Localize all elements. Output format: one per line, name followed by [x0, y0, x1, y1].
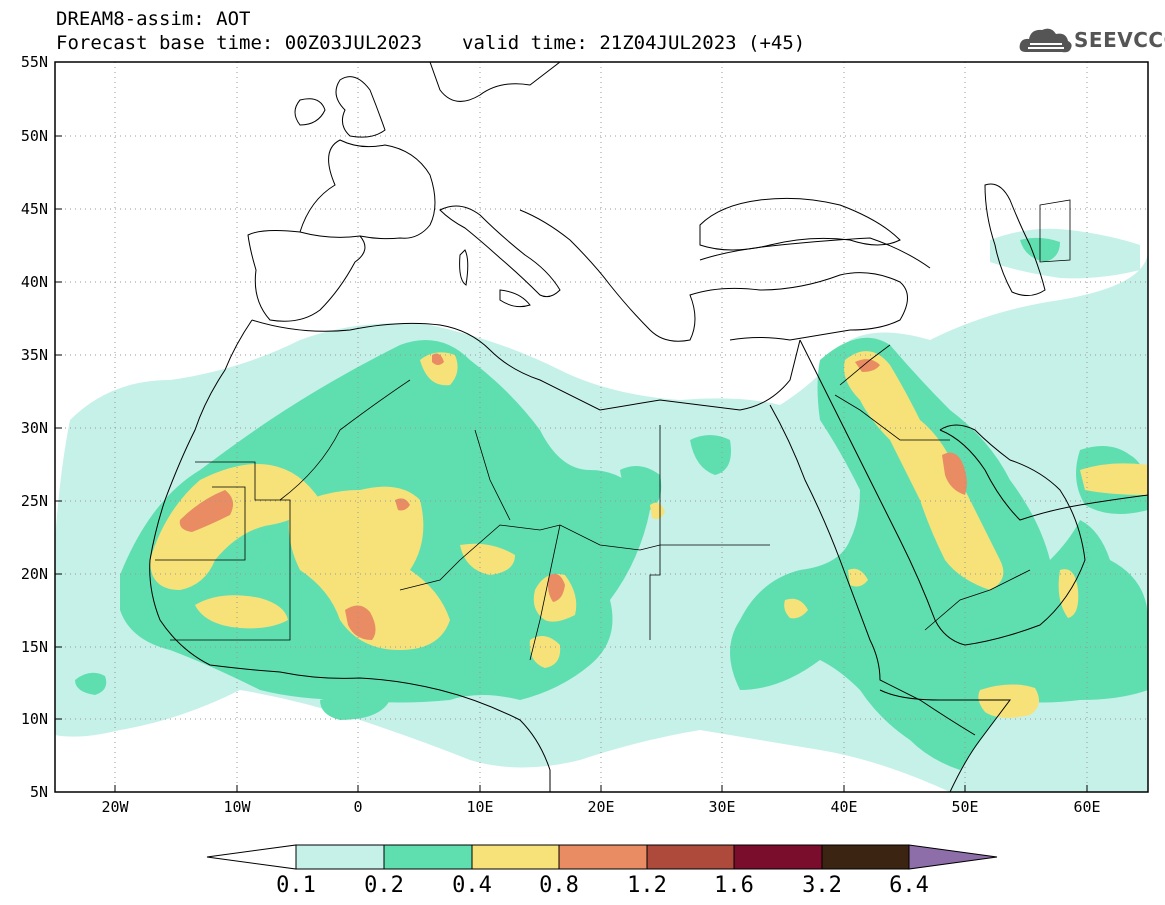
lat-label-55n: 55N: [21, 53, 48, 71]
colorbar-high-arrow: [908, 844, 998, 870]
valid-time: valid time: 21Z04JUL2023 (+45): [462, 32, 806, 54]
lat-label-5n: 5N: [30, 783, 48, 801]
lon-label-50e: 50E: [951, 798, 978, 816]
colorbar-swatch-7: [821, 844, 910, 870]
colorbar-label-0.8: 0.8: [539, 873, 579, 898]
colorbar-swatch-6: [733, 844, 823, 870]
map-title: DREAM8-assim: AOT: [56, 8, 251, 30]
colorbar-label-3.2: 3.2: [802, 873, 842, 898]
lat-label-15n: 15N: [21, 638, 48, 656]
colorbar-label-1.2: 1.2: [627, 873, 667, 898]
axis-ticks: [55, 61, 1088, 793]
lat-label-25n: 25N: [21, 492, 48, 510]
lat-label-35n: 35N: [21, 346, 48, 364]
lon-label-40e: 40E: [830, 798, 857, 816]
colorbar-label-1.6: 1.6: [714, 873, 754, 898]
lon-label-30e: 30E: [708, 798, 735, 816]
colorbar-low-arrow: [206, 844, 297, 870]
lon-label-10w: 10W: [223, 798, 251, 816]
lat-label-45n: 45N: [21, 200, 48, 218]
colorbar-swatch-4: [558, 844, 648, 870]
colorbar-swatch-3: [471, 844, 560, 870]
colorbar: [206, 844, 998, 870]
seevccc-logo: SEEVCCC: [1018, 22, 1165, 58]
graticule: [55, 62, 1148, 792]
lat-labels: 55N 50N 45N 40N 35N 30N 25N 20N 15N 10N …: [21, 53, 48, 801]
lat-label-50n: 50N: [21, 127, 48, 145]
lon-label-60e: 60E: [1073, 798, 1100, 816]
colorbar-label-0.4: 0.4: [452, 873, 492, 898]
colorbar-label-0.1: 0.1: [276, 873, 316, 898]
cloud-logo-icon: [1019, 28, 1072, 53]
time-info: Forecast base time: 00Z03JUL2023 valid ti…: [56, 32, 805, 54]
lat-label-30n: 30N: [21, 419, 48, 437]
lon-label-0: 0: [353, 798, 362, 816]
country-borders: [155, 199, 1071, 661]
lon-label-20e: 20E: [587, 798, 614, 816]
lat-label-20n: 20N: [21, 565, 48, 583]
colorbar-swatch-5: [646, 844, 735, 870]
base-time: Forecast base time: 00Z03JUL2023: [56, 32, 423, 54]
lat-label-40n: 40N: [21, 273, 48, 291]
colorbar-swatch-1: [295, 844, 385, 870]
aot-level-0.8: [179, 353, 967, 640]
colorbar-label-0.2: 0.2: [364, 873, 404, 898]
colorbar-label-6.4: 6.4: [889, 873, 929, 898]
aot-field: [55, 228, 1148, 792]
lon-labels: 20W 10W 0 10E 20E 30E 40E 50E 60E: [101, 798, 1100, 816]
lon-label-10e: 10E: [466, 798, 493, 816]
coastlines: [149, 62, 1148, 792]
colorbar-labels: 0.1 0.2 0.4 0.8 1.2 1.6 3.2 6.4: [276, 873, 929, 898]
logo-text: SEEVCCC: [1074, 28, 1165, 52]
lat-label-10n: 10N: [21, 710, 48, 728]
colorbar-swatch-2: [383, 844, 473, 870]
lon-label-20w: 20W: [101, 798, 129, 816]
